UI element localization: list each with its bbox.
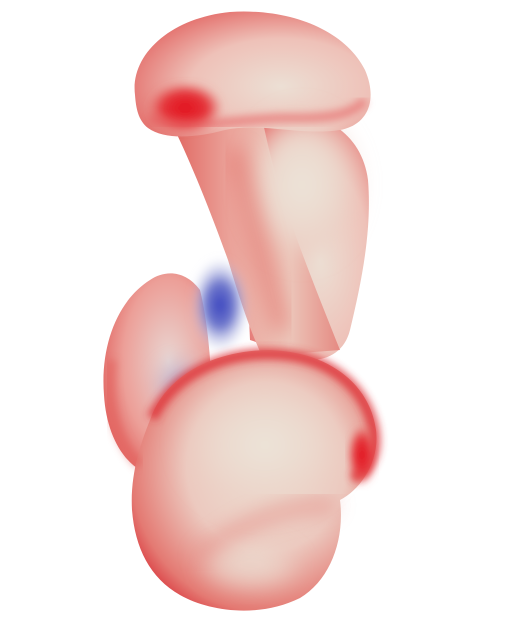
lower-highlight bbox=[195, 537, 305, 593]
right-highlight bbox=[240, 105, 364, 265]
left-lobe-edge bbox=[105, 359, 144, 469]
bulb-core bbox=[177, 373, 353, 517]
neck-stripe bbox=[226, 147, 291, 333]
top-rim bbox=[148, 96, 369, 129]
bulb-hotspot bbox=[348, 425, 376, 485]
blue-region bbox=[190, 257, 250, 353]
